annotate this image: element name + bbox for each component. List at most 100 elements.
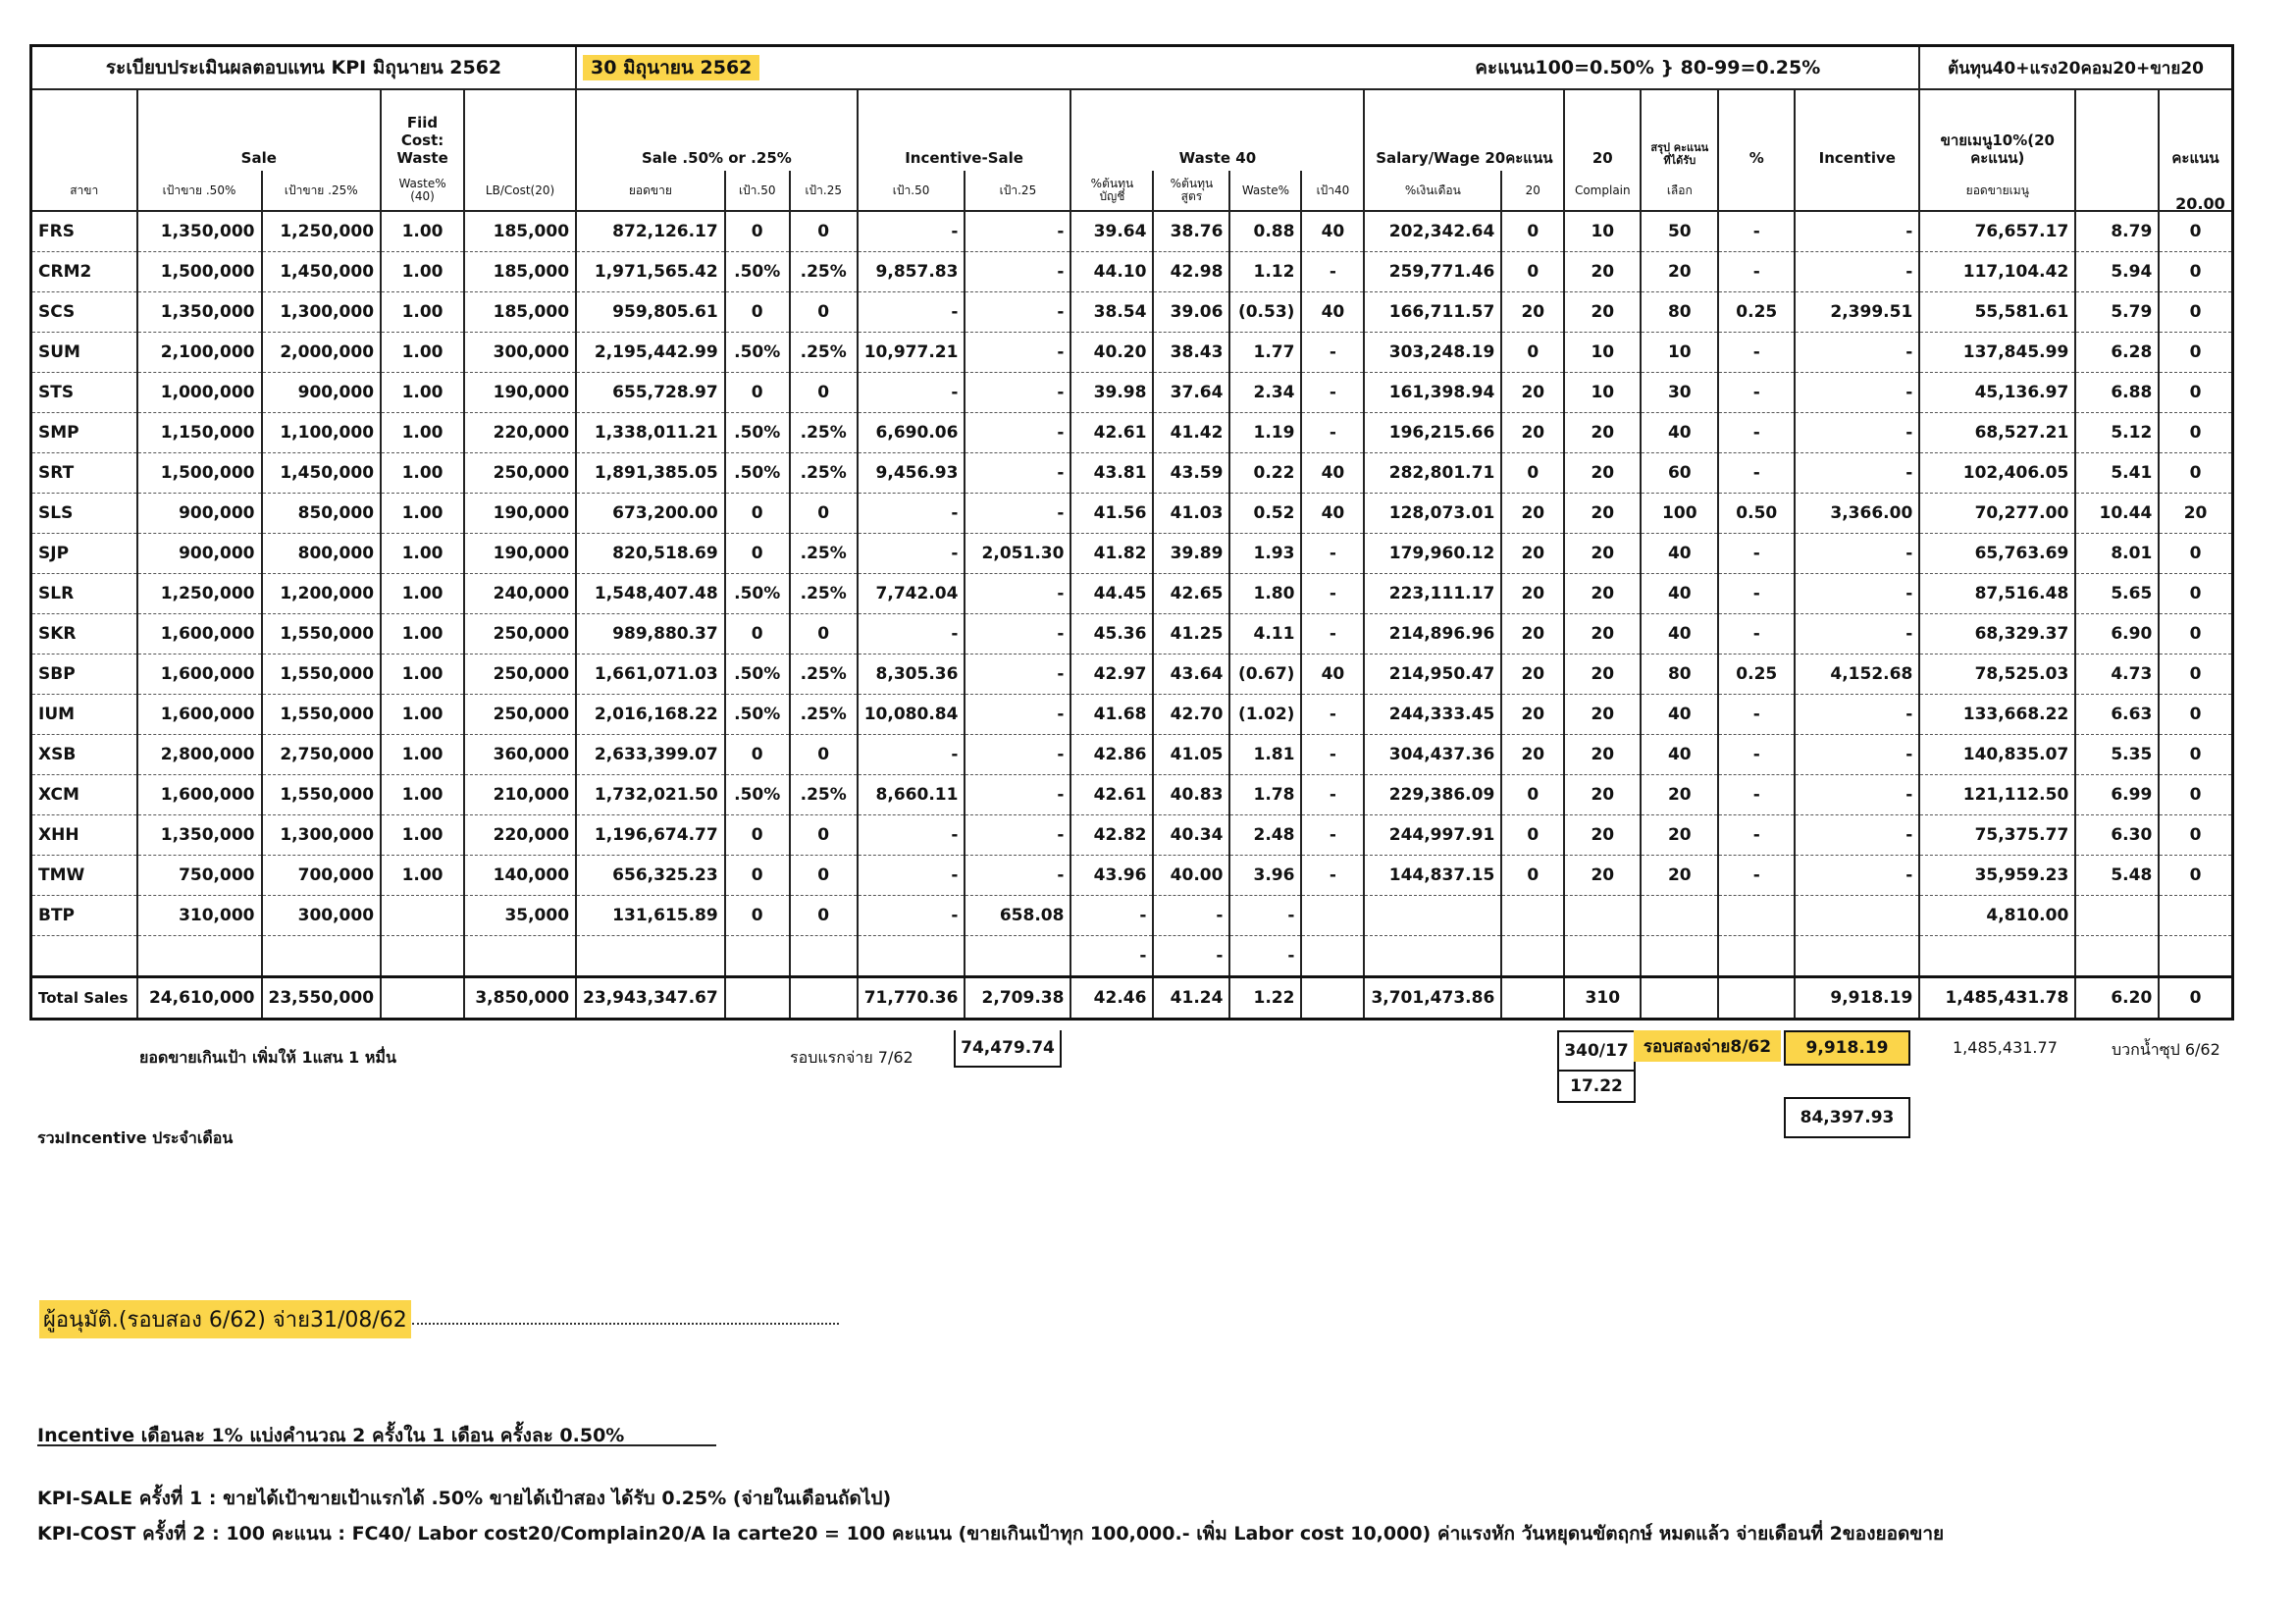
cell: 42.61 bbox=[1070, 774, 1155, 815]
cell bbox=[1500, 935, 1566, 977]
amount-box: 9,918.19 bbox=[1784, 1030, 1910, 1066]
group-header: ขายเมนู10%(20 คะแนน) bbox=[1918, 89, 2077, 171]
column-header: เป้า.50 bbox=[723, 171, 791, 212]
branch: SKR bbox=[29, 613, 138, 654]
cell: - bbox=[964, 573, 1072, 614]
cell: 1,661,071.03 bbox=[575, 654, 726, 695]
cell bbox=[1300, 975, 1366, 1020]
cell: 1,300,000 bbox=[260, 814, 383, 856]
cell: 43.96 bbox=[1070, 855, 1155, 896]
branch: Total Sales bbox=[29, 975, 138, 1020]
cell: .50% bbox=[723, 251, 791, 292]
branch: XCM bbox=[29, 774, 138, 815]
note: รวมIncentive ประจำเดือน bbox=[37, 1128, 234, 1147]
cell bbox=[575, 935, 726, 977]
cell bbox=[1794, 935, 1921, 977]
cell: 43.64 bbox=[1152, 654, 1231, 695]
cell: - bbox=[964, 814, 1072, 856]
cell: 39.98 bbox=[1070, 372, 1155, 413]
cell: - bbox=[1228, 935, 1303, 977]
cell: 0.25 bbox=[1717, 291, 1797, 333]
cell: 1,300,000 bbox=[260, 291, 383, 333]
cell: 0 bbox=[1500, 452, 1566, 494]
cell: - bbox=[1070, 895, 1155, 936]
cell: - bbox=[1794, 251, 1921, 292]
cell: 39.06 bbox=[1152, 291, 1231, 333]
cell: 70,277.00 bbox=[1918, 493, 2077, 534]
cell: 4,152.68 bbox=[1794, 654, 1921, 695]
cell: .25% bbox=[788, 774, 859, 815]
cell: 5.94 bbox=[2074, 251, 2161, 292]
cell: - bbox=[1794, 533, 1921, 574]
cell: 1,548,407.48 bbox=[575, 573, 726, 614]
cell: 20 bbox=[1563, 533, 1643, 574]
cell: - bbox=[964, 251, 1072, 292]
cell: 0 bbox=[1500, 774, 1566, 815]
cell: 1.00 bbox=[380, 493, 466, 534]
group-header: Sale .50% or .25% bbox=[575, 89, 859, 171]
cell: 0 bbox=[2158, 291, 2234, 333]
cell: 1,338,011.21 bbox=[575, 412, 726, 453]
cell: (0.67) bbox=[1228, 654, 1303, 695]
group-header: คะแนน bbox=[2158, 89, 2234, 171]
column-header: เป้าขาย .50% bbox=[135, 171, 263, 212]
table-row: STS 1,000,000 900,000 1.00 190,000 655,728.97… bbox=[29, 372, 2234, 413]
approver: ผู้อนุมัติ.(รอบสอง 6/62) จ่าย31/08/62 bbox=[39, 1300, 411, 1338]
cell: .50% bbox=[723, 694, 791, 735]
cell: 220,000 bbox=[463, 814, 578, 856]
cell: 20 bbox=[1500, 493, 1566, 534]
cell: - bbox=[1070, 935, 1155, 977]
cell: 4.11 bbox=[1228, 613, 1303, 654]
cell: 210,000 bbox=[463, 774, 578, 815]
cell: - bbox=[964, 855, 1072, 896]
column-header bbox=[1794, 171, 1921, 212]
date: 30 มิถุนายน 2562 bbox=[583, 55, 760, 80]
cell: 1,485,431.78 bbox=[1918, 975, 2077, 1020]
cell: - bbox=[1717, 251, 1797, 292]
cell: 1.93 bbox=[1228, 533, 1303, 574]
cell: 1.00 bbox=[380, 814, 466, 856]
cell: - bbox=[964, 734, 1072, 775]
cell: 0 bbox=[1500, 211, 1566, 252]
cell bbox=[1717, 895, 1797, 936]
cell: 38.54 bbox=[1070, 291, 1155, 333]
cell: 20 bbox=[1563, 814, 1643, 856]
cell bbox=[1640, 935, 1720, 977]
cell: 20 bbox=[1563, 613, 1643, 654]
cell: 1.00 bbox=[380, 452, 466, 494]
cell: 0.52 bbox=[1228, 493, 1303, 534]
cell: 20 bbox=[1563, 251, 1643, 292]
cell: 185,000 bbox=[463, 291, 578, 333]
column-header bbox=[1717, 171, 1797, 212]
group-header: Sale bbox=[135, 89, 383, 171]
cell: 44.45 bbox=[1070, 573, 1155, 614]
cell: 1.19 bbox=[1228, 412, 1303, 453]
cell: - bbox=[1300, 613, 1366, 654]
cell: 9,857.83 bbox=[856, 251, 966, 292]
cell: 2,633,399.07 bbox=[575, 734, 726, 775]
table-row: SRT 1,500,000 1,450,000 1.00 250,000 1,891,38… bbox=[29, 452, 2234, 494]
cell: 6.99 bbox=[2074, 774, 2161, 815]
cell: 40 bbox=[1300, 291, 1366, 333]
cell bbox=[723, 935, 791, 977]
group-header: Incentive bbox=[1794, 89, 1921, 171]
cell: 2,709.38 bbox=[964, 975, 1072, 1020]
cell: - bbox=[1300, 855, 1366, 896]
cell: 40 bbox=[1640, 412, 1720, 453]
column-header: Waste% bbox=[1228, 171, 1303, 212]
cell: - bbox=[1717, 734, 1797, 775]
table-row: SUM 2,100,000 2,000,000 1.00 300,000 2,195,44… bbox=[29, 332, 2234, 373]
cell: - bbox=[1717, 855, 1797, 896]
branch: SBP bbox=[29, 654, 138, 695]
cell: 20 bbox=[1563, 654, 1643, 695]
cell: .50% bbox=[723, 412, 791, 453]
cell: - bbox=[964, 211, 1072, 252]
cell: 1.78 bbox=[1228, 774, 1303, 815]
cell: 0 bbox=[2158, 452, 2234, 494]
cell: 42.46 bbox=[1070, 975, 1155, 1020]
table-row: SKR 1,600,000 1,550,000 1.00 250,000 989,880.… bbox=[29, 613, 2234, 654]
cell: 0 bbox=[2158, 251, 2234, 292]
cell: 0.88 bbox=[1228, 211, 1303, 252]
branch: TMW bbox=[29, 855, 138, 896]
